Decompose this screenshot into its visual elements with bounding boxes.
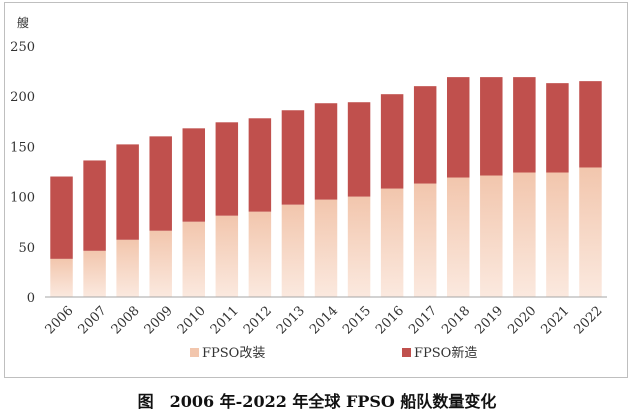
- bar-conversion: [347, 196, 371, 297]
- y-tick-label: 150: [10, 140, 35, 155]
- bar-newbuild: [380, 94, 404, 189]
- bar-conversion: [281, 204, 305, 297]
- bar-newbuild: [248, 118, 272, 212]
- bar-newbuild: [182, 128, 206, 222]
- bar-newbuild: [116, 144, 139, 240]
- y-tick-label: 0: [27, 291, 35, 306]
- x-tick-label: 2015: [340, 303, 374, 337]
- bar-conversion: [380, 188, 404, 297]
- x-tick-label: 2006: [43, 303, 77, 337]
- bar-conversion: [314, 199, 338, 297]
- x-tick-label: 2011: [208, 303, 242, 337]
- bar-newbuild: [50, 176, 73, 259]
- x-tick-label: 2014: [307, 303, 341, 337]
- x-tick-label: 2013: [274, 303, 308, 337]
- x-tick-label: 2019: [472, 303, 506, 337]
- bar-newbuild: [480, 77, 503, 176]
- x-axis-ticks: 2006 2007 2008 2009 2010 2011 2012 2013 2014 2015…: [43, 303, 606, 337]
- legend-swatch-conversion: [190, 348, 199, 357]
- bar-newbuild: [513, 77, 536, 173]
- x-tick-label: 2009: [142, 303, 176, 337]
- x-tick-label: 2018: [439, 303, 473, 337]
- x-tick-label: 2008: [109, 303, 143, 337]
- legend-swatch-newbuild: [402, 348, 411, 357]
- bar-conversion: [116, 239, 139, 297]
- x-tick-label: 2022: [572, 303, 606, 337]
- bar-newbuild: [149, 136, 172, 231]
- bar-conversion: [182, 221, 206, 297]
- bar-newbuild: [546, 83, 569, 173]
- bar-newbuild: [314, 103, 338, 200]
- chart-frame: 艘 0 50 100 150 200 250 2006 2007 2008 2009 2010 20…: [4, 2, 628, 378]
- x-tick-label: 2010: [175, 303, 209, 337]
- x-tick-label: 2020: [505, 303, 539, 337]
- legend: FPSO改装 FPSO新造: [190, 345, 477, 361]
- y-tick-label: 250: [10, 40, 35, 55]
- bar-conversion: [579, 167, 602, 297]
- bar-newbuild: [446, 77, 470, 178]
- bar-newbuild: [83, 160, 106, 251]
- y-tick-label: 100: [10, 191, 35, 206]
- figure-caption: 图 2006 年-2022 年全球 FPSO 船队数量变化: [137, 392, 497, 411]
- bar-newbuild: [413, 86, 437, 184]
- y-unit-label: 艘: [17, 15, 29, 30]
- legend-label-conversion: FPSO改装: [202, 346, 265, 361]
- bar-conversion: [50, 258, 73, 297]
- bar-newbuild: [579, 81, 602, 168]
- bar-conversion: [446, 177, 470, 297]
- y-axis-ticks: 0 50 100 150 200 250: [10, 40, 35, 306]
- bar-newbuild: [281, 110, 305, 205]
- bar-conversion: [480, 175, 503, 297]
- bar-conversion: [413, 183, 437, 297]
- bar-conversion: [149, 230, 172, 297]
- y-tick-label: 200: [10, 90, 35, 105]
- bar-newbuild: [215, 122, 239, 216]
- x-tick-label: 2016: [373, 303, 407, 337]
- bars: [50, 77, 602, 297]
- bar-conversion: [546, 172, 569, 297]
- bar-conversion: [215, 215, 239, 297]
- x-tick-label: 2017: [406, 303, 440, 337]
- y-tick-label: 50: [18, 241, 35, 256]
- legend-label-newbuild: FPSO新造: [414, 345, 477, 361]
- x-tick-label: 2012: [241, 303, 275, 337]
- x-tick-label: 2007: [76, 303, 110, 337]
- bar-newbuild: [347, 102, 371, 197]
- bar-conversion: [513, 172, 536, 297]
- bar-conversion: [248, 211, 272, 297]
- x-tick-label: 2021: [538, 303, 572, 337]
- bar-conversion: [83, 250, 106, 297]
